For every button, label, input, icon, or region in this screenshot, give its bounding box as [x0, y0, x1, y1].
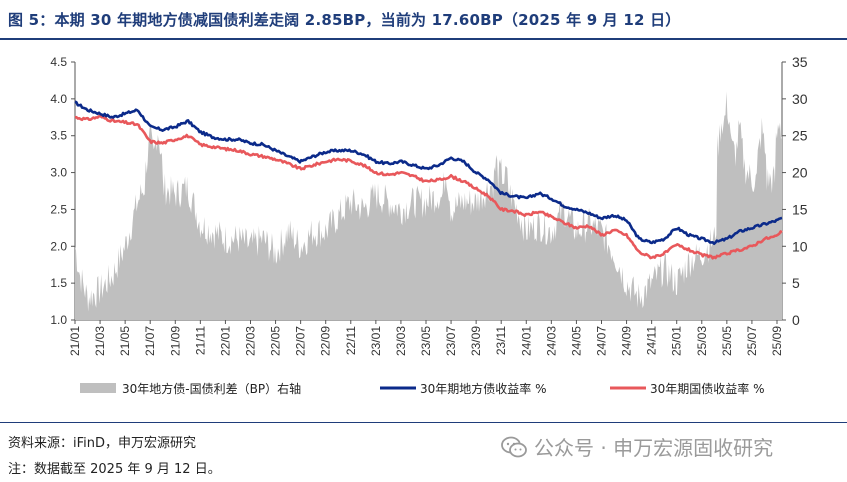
wechat-icon	[501, 436, 527, 457]
right-tick-label: 30	[792, 91, 808, 107]
legend-local-label: 30年期地方债收益率 %	[420, 381, 547, 396]
watermark: 公众号 · 申万宏源固收研究	[500, 432, 773, 461]
right-tick-label: 25	[792, 128, 808, 144]
x-tick-label: 23/11	[494, 326, 508, 355]
footer-divider	[0, 422, 847, 423]
legend-spread-swatch	[80, 383, 116, 393]
x-tick-label: 23/09	[469, 326, 483, 356]
left-tick-label: 2.5	[50, 202, 67, 216]
x-tick-label: 24/07	[594, 326, 608, 356]
x-tick-label: 22/11	[344, 326, 358, 355]
yield-spread-chart: 1.01.52.02.53.03.54.04.5 05101520253035 …	[50, 54, 808, 396]
right-tick-label: 0	[792, 312, 800, 328]
x-tick-label: 22/07	[294, 326, 308, 356]
right-tick-label: 5	[792, 275, 800, 291]
x-tick-label: 25/05	[720, 326, 734, 356]
left-tick-label: 1.0	[50, 313, 67, 327]
x-tick-label: 25/09	[770, 326, 784, 356]
x-tick-label: 24/05	[569, 326, 583, 356]
left-tick-label: 4.0	[50, 92, 67, 106]
x-tick-label: 21/05	[118, 326, 132, 356]
x-tick-label: 21/01	[68, 326, 82, 356]
x-tick-label: 23/03	[394, 326, 408, 356]
legend-treasury-label: 30年期国债收益率 %	[650, 381, 765, 396]
x-tick-label: 22/01	[218, 326, 232, 356]
x-tick-label: 21/09	[168, 326, 182, 356]
right-tick-label: 20	[792, 165, 808, 181]
right-tick-label: 35	[792, 54, 808, 70]
local-bond-yield-line	[74, 100, 783, 246]
right-tick-label: 15	[792, 201, 808, 217]
x-tick-label: 22/05	[269, 326, 283, 356]
x-tick-label: 23/01	[369, 326, 383, 356]
x-tick-label: 21/07	[143, 326, 157, 356]
right-tick-label: 10	[792, 238, 808, 254]
spread-area	[75, 91, 782, 320]
x-tick-label: 23/05	[419, 326, 433, 356]
data-note: 注：数据截至 2025 年 9 月 12 日。	[8, 462, 221, 477]
x-tick-label: 25/01	[670, 326, 684, 356]
left-tick-label: 3.5	[50, 129, 67, 143]
left-axis-ticks: 1.0 1.5 2.0 2.5 3.0 3.5 4.0 4.5	[50, 55, 75, 327]
x-tick-label: 24/09	[620, 326, 634, 356]
x-tick-label: 24/01	[519, 326, 533, 356]
x-tick-label: 24/03	[544, 326, 558, 356]
left-tick-label: 4.5	[50, 55, 67, 69]
x-tick-label: 23/07	[444, 326, 458, 356]
yield-lines-layer	[74, 100, 783, 260]
figure-title: 图 5：本期 30 年期地方债减国债利差走阔 2.85BP，当前为 17.60B…	[8, 11, 681, 29]
left-tick-label: 2.0	[50, 239, 67, 253]
x-tick-label: 25/07	[745, 326, 759, 356]
x-tick-label: 24/11	[645, 326, 659, 355]
x-tick-label: 21/11	[193, 326, 207, 355]
x-axis-ticks: 21/01 21/03 21/05 21/07 21/09 21/11 22/01 22/03…	[68, 320, 784, 356]
legend: 30年地方债-国债利差（BP）右轴 30年期地方债收益率 % 30年期国债收益率 %	[80, 381, 765, 396]
x-tick-label: 25/03	[695, 326, 709, 356]
treasury-yield-line	[74, 114, 783, 260]
x-tick-label: 22/03	[243, 326, 257, 356]
title-bar: 图 5：本期 30 年期地方债减国债利差走阔 2.85BP，当前为 17.60B…	[0, 0, 847, 40]
watermark-text: 公众号 · 申万宏源固收研究	[534, 436, 774, 460]
data-source: 资料来源：iFinD，申万宏源研究	[8, 436, 197, 451]
legend-spread-label: 30年地方债-国债利差（BP）右轴	[122, 381, 301, 396]
x-tick-label: 22/09	[319, 326, 333, 356]
right-axis-ticks: 0 5 10 15 20 25 30 35	[782, 54, 808, 328]
left-tick-label: 3.0	[50, 166, 67, 180]
left-tick-label: 1.5	[50, 276, 67, 290]
x-tick-label: 21/03	[93, 326, 107, 356]
spread-area-layer	[75, 91, 782, 320]
